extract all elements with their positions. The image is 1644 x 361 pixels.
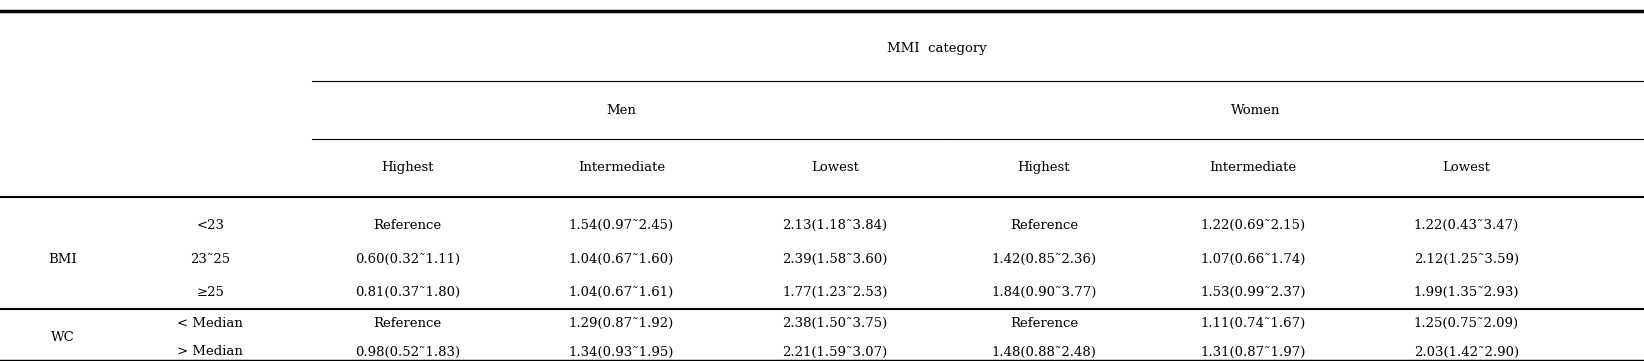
- Text: 1.99(1.35˜2.93): 1.99(1.35˜2.93): [1414, 286, 1519, 299]
- Text: Reference: Reference: [1009, 219, 1078, 232]
- Text: 2.03(1.42˜2.90): 2.03(1.42˜2.90): [1414, 345, 1519, 358]
- Text: Reference: Reference: [373, 317, 442, 330]
- Text: Intermediate: Intermediate: [579, 161, 664, 174]
- Text: 0.98(0.52˜1.83): 0.98(0.52˜1.83): [355, 345, 460, 358]
- Text: WC: WC: [51, 331, 74, 344]
- Text: 2.39(1.58˜3.60): 2.39(1.58˜3.60): [783, 253, 888, 266]
- Text: < Median: < Median: [178, 317, 243, 330]
- Text: 1.04(0.67˜1.60): 1.04(0.67˜1.60): [569, 253, 674, 266]
- Text: 1.42(0.85˜2.36): 1.42(0.85˜2.36): [991, 253, 1097, 266]
- Text: 2.13(1.18˜3.84): 2.13(1.18˜3.84): [783, 219, 888, 232]
- Text: Intermediate: Intermediate: [1210, 161, 1295, 174]
- Text: 2.38(1.50˜3.75): 2.38(1.50˜3.75): [783, 317, 888, 330]
- Text: 1.31(0.87˜1.97): 1.31(0.87˜1.97): [1200, 345, 1305, 358]
- Text: 1.07(0.66˜1.74): 1.07(0.66˜1.74): [1200, 253, 1305, 266]
- Text: ≥25: ≥25: [197, 286, 224, 299]
- Text: 2.12(1.25˜3.59): 2.12(1.25˜3.59): [1414, 253, 1519, 266]
- Text: Women: Women: [1230, 104, 1281, 117]
- Text: 1.84(0.90˜3.77): 1.84(0.90˜3.77): [991, 286, 1097, 299]
- Text: 1.48(0.88˜2.48): 1.48(0.88˜2.48): [991, 345, 1097, 358]
- Text: 1.77(1.23˜2.53): 1.77(1.23˜2.53): [783, 286, 888, 299]
- Text: 1.11(0.74˜1.67): 1.11(0.74˜1.67): [1200, 317, 1305, 330]
- Text: 1.53(0.99˜2.37): 1.53(0.99˜2.37): [1200, 286, 1305, 299]
- Text: 1.25(0.75˜2.09): 1.25(0.75˜2.09): [1414, 317, 1519, 330]
- Text: 1.22(0.43˜3.47): 1.22(0.43˜3.47): [1414, 219, 1519, 232]
- Text: Men: Men: [607, 104, 636, 117]
- Text: 1.22(0.69˜2.15): 1.22(0.69˜2.15): [1200, 219, 1305, 232]
- Text: Highest: Highest: [381, 161, 434, 174]
- Text: 0.81(0.37˜1.80): 0.81(0.37˜1.80): [355, 286, 460, 299]
- Text: BMI: BMI: [48, 252, 77, 266]
- Text: Reference: Reference: [373, 219, 442, 232]
- Text: Lowest: Lowest: [810, 161, 860, 174]
- Text: Highest: Highest: [1018, 161, 1070, 174]
- Text: 0.60(0.32˜1.11): 0.60(0.32˜1.11): [355, 253, 460, 266]
- Text: 1.29(0.87˜1.92): 1.29(0.87˜1.92): [569, 317, 674, 330]
- Text: 1.34(0.93˜1.95): 1.34(0.93˜1.95): [569, 345, 674, 358]
- Text: MMI  category: MMI category: [888, 42, 986, 55]
- Text: > Median: > Median: [178, 345, 243, 358]
- Text: 1.54(0.97˜2.45): 1.54(0.97˜2.45): [569, 219, 674, 232]
- Text: 23˜25: 23˜25: [191, 253, 230, 266]
- Text: 2.21(1.59˜3.07): 2.21(1.59˜3.07): [783, 345, 888, 358]
- Text: Reference: Reference: [1009, 317, 1078, 330]
- Text: Lowest: Lowest: [1442, 161, 1491, 174]
- Text: <23: <23: [196, 219, 225, 232]
- Text: 1.04(0.67˜1.61): 1.04(0.67˜1.61): [569, 286, 674, 299]
